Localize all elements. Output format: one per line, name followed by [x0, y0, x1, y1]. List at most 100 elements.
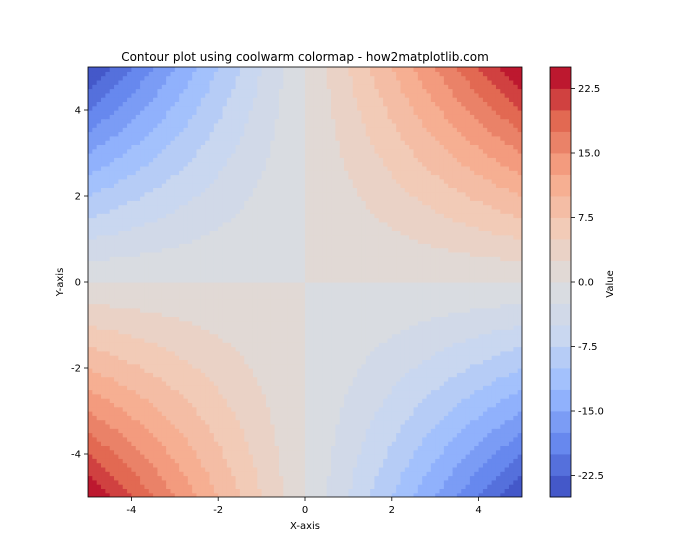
contour-cell: [326, 488, 332, 494]
contour-cell: [161, 415, 167, 421]
contour-cell: [96, 380, 102, 386]
contour-cell: [135, 307, 141, 313]
contour-cell: [296, 423, 302, 429]
contour-cell: [339, 325, 345, 330]
contour-cell: [252, 316, 258, 322]
contour-cell: [218, 307, 224, 313]
contour-cell: [326, 441, 332, 446]
contour-cell: [500, 415, 506, 421]
contour-cell: [265, 372, 271, 378]
contour-cell: [313, 449, 319, 455]
contour-cell: [322, 479, 328, 485]
contour-cell: [452, 380, 458, 386]
contour-cell: [335, 406, 341, 412]
contour-cell: [257, 346, 263, 352]
contour-cell: [305, 346, 310, 352]
contour-cell: [404, 372, 410, 378]
contour-cell: [114, 342, 119, 348]
contour-cell: [331, 475, 336, 481]
contour-cell: [426, 385, 432, 391]
contour-cell: [313, 475, 319, 481]
contour-cell: [144, 282, 150, 287]
contour-cell: [326, 316, 332, 322]
contour-cell: [396, 419, 402, 425]
contour-cell: [170, 488, 176, 494]
contour-cell: [161, 337, 167, 343]
contour-cell: [166, 286, 172, 292]
contour-cell: [478, 363, 484, 369]
contour-cell: [261, 282, 267, 287]
contour-cell: [500, 307, 506, 313]
contour-cell: [291, 312, 297, 317]
contour-cell: [404, 449, 410, 455]
contour-cell: [96, 286, 102, 292]
contour-cell: [482, 411, 488, 416]
contour-cell: [183, 423, 189, 429]
contour-cell: [469, 479, 475, 485]
contour-cell: [135, 484, 141, 489]
contour-cell: [153, 376, 159, 382]
contour-cell: [140, 415, 146, 421]
contour-cell: [213, 342, 219, 348]
contour-cell: [140, 342, 146, 348]
contour-cell: [296, 290, 302, 296]
contour-cell: [461, 484, 467, 489]
contour-cell: [101, 398, 106, 403]
contour-cell: [478, 325, 484, 330]
contour-cell: [192, 419, 198, 425]
contour-cell: [417, 428, 423, 434]
contour-cell: [222, 372, 228, 378]
contour-cell: [92, 303, 98, 309]
contour-cell: [335, 303, 341, 309]
contour-cell: [296, 458, 302, 464]
contour-cell: [383, 484, 389, 489]
contour-cell: [257, 466, 263, 472]
contour-cell: [101, 307, 106, 313]
contour-cell: [491, 441, 497, 446]
contour-cell: [287, 372, 293, 378]
contour-cell: [226, 415, 232, 421]
contour-cell: [322, 282, 328, 287]
contour-cell: [413, 411, 419, 416]
contour-cell: [101, 471, 106, 477]
contour-cell: [448, 432, 454, 438]
contour-cell: [409, 441, 415, 446]
contour-cell: [88, 406, 93, 412]
contour-cell: [504, 402, 510, 408]
contour-cell: [365, 307, 371, 313]
contour-cell: [417, 282, 423, 287]
contour-cell: [166, 320, 172, 326]
contour-cell: [122, 316, 128, 322]
contour-cell: [513, 320, 519, 326]
contour-cell: [257, 449, 263, 455]
contour-cell: [96, 449, 102, 455]
contour-cell: [326, 458, 332, 464]
contour-cell: [500, 402, 506, 408]
contour-cell: [122, 454, 128, 459]
contour-cell: [291, 286, 297, 292]
contour-cell: [331, 436, 336, 442]
contour-cell: [274, 329, 280, 335]
contour-cell: [383, 337, 389, 343]
contour-cell: [114, 393, 119, 399]
contour-cell: [122, 368, 128, 373]
contour-cell: [127, 282, 132, 287]
contour-cell: [335, 449, 341, 455]
contour-cell: [508, 479, 514, 485]
contour-cell: [161, 316, 167, 322]
contour-cell: [248, 303, 254, 309]
contour-cell: [135, 333, 141, 339]
contour-cell: [513, 393, 519, 399]
contour-cell: [448, 342, 454, 348]
contour-cell: [209, 475, 215, 481]
contour-cell: [174, 290, 180, 296]
contour-cell: [517, 376, 522, 382]
contour-cell: [187, 466, 193, 472]
contour-cell: [443, 329, 449, 335]
contour-cell: [252, 346, 258, 352]
contour-cell: [205, 479, 211, 485]
contour-cell: [426, 411, 432, 416]
contour-cell: [396, 312, 402, 317]
contour-cell: [331, 432, 336, 438]
contour-cell: [305, 355, 310, 360]
